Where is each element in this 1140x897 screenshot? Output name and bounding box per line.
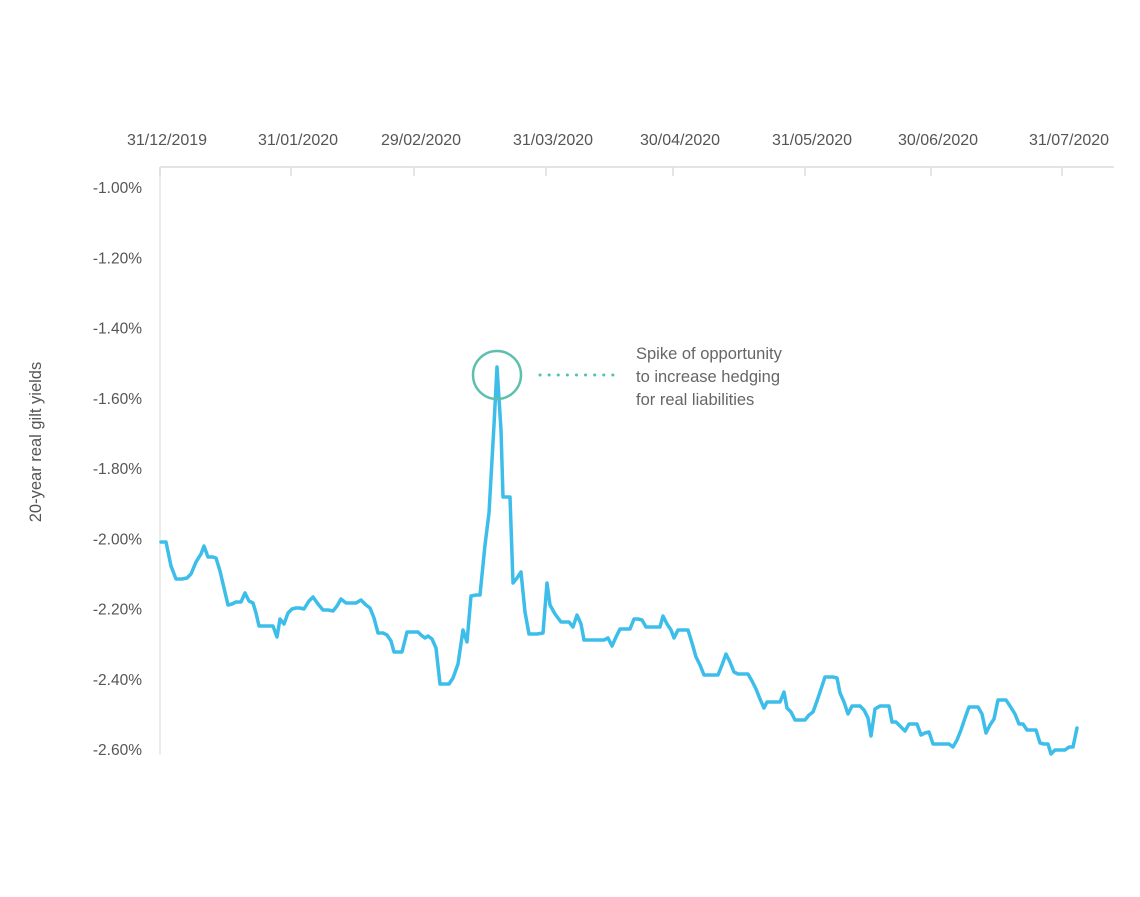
y-tick-label: -2.60% bbox=[93, 742, 142, 759]
spike-highlight-circle bbox=[471, 349, 523, 401]
annotation-line-1: Spike of opportunity bbox=[636, 345, 783, 363]
y-axis-tick-labels: -1.00% -1.20% -1.40% -1.60% -1.80% -2.00% -2.2… bbox=[93, 180, 142, 759]
x-axis-tick-labels: 31/12/2019 31/01/2020 29/02/2020 31/03/2020… bbox=[127, 132, 1109, 149]
x-tick-label: 31/07/2020 bbox=[1029, 132, 1109, 149]
x-tick-label: 31/03/2020 bbox=[513, 132, 593, 149]
y-tick-label: -1.20% bbox=[93, 250, 142, 267]
y-tick-label: -1.40% bbox=[93, 321, 142, 338]
annotation-line-3: for real liabilities bbox=[636, 391, 754, 409]
x-tick-label: 31/12/2019 bbox=[127, 132, 207, 149]
y-tick-label: -2.20% bbox=[93, 602, 142, 619]
annotation-text: Spike of opportunity to increase hedging… bbox=[636, 345, 786, 409]
y-tick-label: -2.00% bbox=[93, 531, 142, 548]
x-tick-label: 31/01/2020 bbox=[258, 132, 338, 149]
y-tick-label: -2.40% bbox=[93, 672, 142, 689]
x-tick-label: 30/04/2020 bbox=[640, 132, 720, 149]
y-axis-label: 20-year real gilt yields bbox=[27, 362, 45, 523]
x-tick-label: 30/06/2020 bbox=[898, 132, 978, 149]
x-tick-label: 29/02/2020 bbox=[381, 132, 461, 149]
x-axis-ticks bbox=[159, 167, 1063, 176]
yield-line bbox=[159, 365, 1079, 756]
spike-annotation: Spike of opportunity to increase hedging… bbox=[471, 345, 786, 409]
y-tick-label: -1.80% bbox=[93, 461, 142, 478]
y-tick-label: -1.60% bbox=[93, 391, 142, 408]
y-tick-label: -1.00% bbox=[93, 180, 142, 197]
annotation-line-2: to increase hedging bbox=[636, 368, 780, 386]
x-tick-label: 31/05/2020 bbox=[772, 132, 852, 149]
